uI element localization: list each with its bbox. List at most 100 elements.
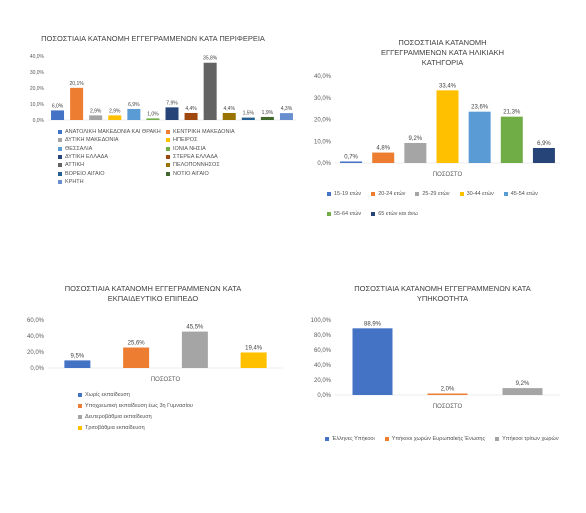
y-tick-label: 0,0% [33, 118, 45, 124]
legend-item: Υπήκοοι χωρών Ευρωπαϊκής Ένωσης [384, 421, 485, 457]
legend-label: ΑΤΤΙΚΗ [65, 162, 85, 169]
legend-item: ΠΕΛΟΠΟΝΝΗΣΟΣ [166, 162, 220, 168]
bar [70, 87, 84, 120]
bar [532, 147, 555, 163]
legend-item: 45-54 ετών [503, 186, 538, 202]
legend-swatch [58, 130, 62, 134]
y-tick-label: 20,0% [314, 118, 332, 124]
y-tick-label: 60,0% [314, 348, 332, 354]
bar [427, 393, 468, 395]
legend-label: Τριτοβάθμια εκπαίδευση [85, 425, 145, 431]
y-tick-label: 40,0% [314, 74, 332, 80]
data-label: 6,0% [52, 103, 64, 109]
legend-swatch [58, 138, 62, 143]
legend-label: ΘΕΣΣΑΛΙΑ [65, 145, 93, 152]
legend-label: 45-54 ετών [510, 191, 538, 197]
legend-label: Χωρίς εκπαίδευση [85, 392, 130, 398]
bar [372, 152, 395, 163]
y-tick-label: 20,0% [314, 378, 332, 384]
legend-item: ΑΝΑΤΟΛΙΚΗ ΜΑΚΕΔΟΝΙΑ ΚΑΙ ΘΡΑΚΗ [58, 129, 161, 135]
data-label: 0,7% [344, 154, 358, 160]
chart-title: ΠΟΣΟΣΤΙΑΙΑ ΚΑΤΑΝΟΜΗ ΕΓΓΕΓΡΑΜΜΕΝΩΝ ΚΑΤΑ Π… [41, 34, 265, 43]
legend-swatch [415, 192, 420, 196]
legend-item: ΚΕΝΤΡΙΚΗ ΜΑΚΕΔΟΝΙΑ [166, 129, 235, 135]
bar [146, 118, 160, 120]
y-tick-label: 80,0% [314, 333, 332, 339]
legend-item: 20-24 ετών [371, 186, 405, 202]
age-chart-panel: ΠΟΣΟΣΤΙΑΙΑ ΚΑΤΑΝΟΜΗ ΕΓΓΕΓΡΑΜΜΕΝΩΝ ΚΑΤΑ Η… [305, 38, 580, 223]
bar [468, 111, 491, 163]
legend-label: ΚΡΗΤΗ [65, 178, 84, 185]
bar [127, 108, 141, 120]
legend-swatch [384, 437, 389, 441]
data-label: 9,5% [71, 353, 85, 359]
data-label: 88,9% [364, 321, 382, 327]
legend-item: ΔΥΤΙΚΗ ΕΛΛΑΔΑ [58, 154, 108, 160]
bar [436, 90, 459, 163]
bar [165, 107, 179, 120]
data-label: 7,9% [166, 100, 178, 106]
nationality-chart-panel: ΠΟΣΟΣΤΙΑΙΑ ΚΑΤΑΝΟΜΗ ΕΓΓΕΓΡΑΜΜΕΝΩΝ ΚΑΤΑ Υ… [305, 284, 580, 459]
y-tick-label: 0,0% [317, 161, 331, 167]
legend-swatch [166, 138, 170, 143]
y-tick-label: 100,0% [311, 318, 332, 324]
legend-item: ΙΟΝΙΑ ΝΗΣΙΑ [166, 146, 206, 152]
region-bar-chart: 0,0% 10,0% 20,0% 30,0% 40,0% 6,0% 20,1% 2,9% 2,9… [30, 54, 296, 124]
legend-swatch [166, 146, 170, 151]
legend-label: 65 ετών και άνω [378, 211, 418, 217]
bar [123, 347, 150, 368]
legend-swatch [58, 154, 62, 159]
data-label: 6,9% [537, 141, 551, 147]
data-label: 9,2% [516, 381, 530, 387]
y-tick-label: 40,0% [27, 334, 45, 340]
legend-swatch [325, 437, 329, 441]
education-chart-panel: ΠΟΣΟΣΤΙΑΙΑ ΚΑΤΑΝΟΜΗ ΕΓΓΕΓΡΑΜΜΕΝΩΝ ΚΑΤΑ Ε… [8, 284, 298, 459]
legend-swatch [58, 179, 62, 184]
data-label: 4,3% [281, 106, 293, 112]
data-label: 1,0% [147, 111, 159, 117]
bar [500, 116, 523, 163]
region-chart-legend: ΑΝΑΤΟΛΙΚΗ ΜΑΚΕΔΟΝΙΑ ΚΑΙ ΘΡΑΚΗ ΚΕΝΤΡΙΚΗ ΜΑ… [58, 129, 293, 219]
data-label: 20,1% [70, 81, 85, 87]
legend-item: ΔΥΤΙΚΗ ΜΑΚΕΔΟΝΙΑ [58, 137, 119, 143]
data-label: 2,9% [109, 108, 121, 114]
legend-item: 15-19 ετών [327, 186, 361, 202]
legend-item: Έλληνες Υπήκοοι [325, 421, 375, 457]
bar [260, 116, 274, 120]
legend-item: Υπήκοοι τρίτων χωρών [495, 421, 559, 457]
data-label: 19,4% [245, 345, 263, 351]
education-bar-chart: 0,0% 20,0% 40,0% 60,0% 9,5% 25,6% 45,5% 19,4% ΠΟ… [27, 318, 283, 383]
y-tick-label: 20,0% [27, 350, 45, 356]
legend-label: ΙΟΝΙΑ ΝΗΣΙΑ [173, 145, 206, 152]
nationality-chart-legend: Έλληνες Υπήκοοι Υπήκοοι χωρών Ευρωπαϊκής … [325, 421, 580, 457]
legend-item: Τριτοβάθμια εκπαίδευση [78, 425, 145, 431]
legend-item: Χωρίς εκπαίδευση [78, 392, 130, 398]
age-bar-chart: 0,0% 10,0% 20,0% 30,0% 40,0% 0,7% 4,8% 9,2% 33,4… [314, 74, 560, 178]
legend-swatch [166, 171, 170, 176]
y-tick-label: 40,0% [30, 54, 45, 60]
chart-title: ΠΟΣΟΣΤΙΑΙΑ ΚΑΤΑΝΟΜΗ ΕΓΓΕΓΡΑΜΜΕΝΩΝ ΚΑΤΑ Υ… [354, 284, 531, 303]
legend-swatch [166, 130, 170, 134]
age-chart-legend: 15-19 ετών 20-24 ετών 25-29 ετών 30-44 ετών… [327, 186, 577, 222]
nationality-bar-chart: 0,0% 20,0% 40,0% 60,0% 80,0% 100,0% 88,9% 2,0% 9… [311, 318, 560, 410]
legend-swatch [166, 163, 170, 168]
legend-item: ΝΟΤΙΟ ΑΙΓΑΙΟ [166, 171, 209, 177]
legend-swatch [371, 212, 376, 216]
legend-label: 55-64 ετών [334, 211, 362, 217]
legend-item: 55-64 ετών [327, 206, 361, 222]
legend-swatch [459, 192, 464, 196]
legend-swatch [78, 393, 82, 397]
legend-item: ΗΠΕΙΡΟΣ [166, 137, 198, 143]
legend-label: 20-24 ετών [378, 191, 406, 197]
bar [51, 110, 65, 120]
legend-swatch [78, 426, 82, 430]
legend-item: ΘΕΣΣΑΛΙΑ [58, 146, 92, 152]
legend-item: ΣΤΕΡΕΑ ΕΛΛΑΔΑ [166, 154, 218, 160]
data-label: 2,9% [90, 108, 102, 114]
bar [241, 117, 255, 120]
bar [279, 113, 293, 120]
y-tick-label: 0,0% [30, 366, 44, 372]
bar [404, 142, 427, 163]
legend-swatch [327, 212, 331, 216]
y-tick-label: 20,0% [30, 86, 45, 92]
